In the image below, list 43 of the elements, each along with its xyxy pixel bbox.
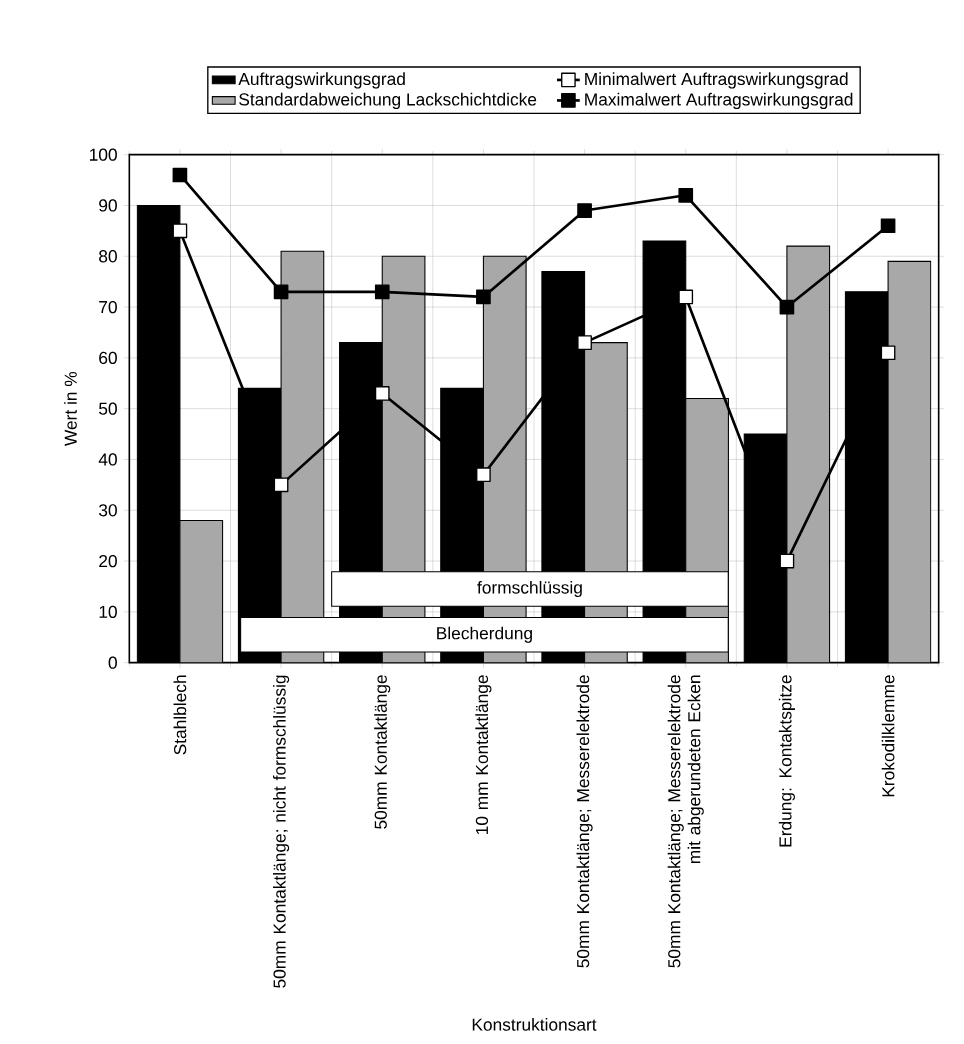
point — [779, 553, 795, 569]
point — [172, 167, 188, 183]
x-tick-label: Krokodilklemme — [881, 675, 895, 797]
point — [678, 289, 694, 305]
y-tick-label: 30 — [98, 504, 117, 517]
legend-label: Minimalwert Auftragswirkungsgrad — [585, 72, 848, 89]
point — [577, 203, 592, 218]
legend-label: Maximalwert Auftragswirkungsgrad — [585, 92, 853, 110]
point — [172, 223, 188, 239]
y-tick-label: 100 — [90, 148, 117, 161]
x-tick-label: Stahlblech — [173, 675, 187, 755]
legend-label: Auftragswirkungsgrad — [238, 72, 405, 89]
x-tick-label: 10 mm Kontaktlänge — [475, 675, 492, 834]
point — [476, 467, 491, 483]
legend-label: Standardabweichung Lackschichtdicke — [239, 92, 537, 110]
x-tick-label: 50mm Kontaktlänge; nicht formschlüssig — [273, 675, 290, 988]
y-tick-label: 0 — [108, 656, 117, 669]
y-tick-label: 80 — [99, 250, 117, 263]
point — [273, 477, 289, 493]
point — [476, 289, 491, 305]
annotation: formschlüssig — [477, 580, 582, 598]
y-tick-label: 60 — [99, 351, 117, 364]
y-axis-title: Wert in % — [64, 371, 77, 446]
point — [374, 284, 390, 300]
x-tick-label: 50mm Kontaktlänge; Messerelektrode mit abgerundeten Ecken — [667, 675, 704, 968]
point — [273, 284, 289, 300]
y-tick-label: 90 — [99, 199, 117, 212]
y-tick-label: 40 — [98, 453, 117, 466]
point — [880, 345, 896, 361]
point — [374, 386, 390, 401]
point — [577, 335, 592, 350]
y-tick-label: 10 — [99, 605, 117, 618]
y-tick-label: 50 — [99, 402, 117, 415]
x-tick-label: 50mm Kontaktlänge; Messerelektrode — [576, 675, 593, 968]
x-axis-title: Konstruktionsart — [472, 1018, 597, 1031]
x-tick-label: 50mm Kontaktlänge — [374, 675, 391, 829]
point — [779, 299, 795, 315]
point — [880, 218, 896, 234]
y-tick-label: 20 — [99, 554, 117, 568]
y-tick-label: 70 — [99, 300, 117, 314]
x-tick-label: Erdung: Kontaktspitze — [778, 675, 795, 847]
point — [678, 187, 694, 203]
annotation: Blecherdung — [437, 626, 532, 643]
